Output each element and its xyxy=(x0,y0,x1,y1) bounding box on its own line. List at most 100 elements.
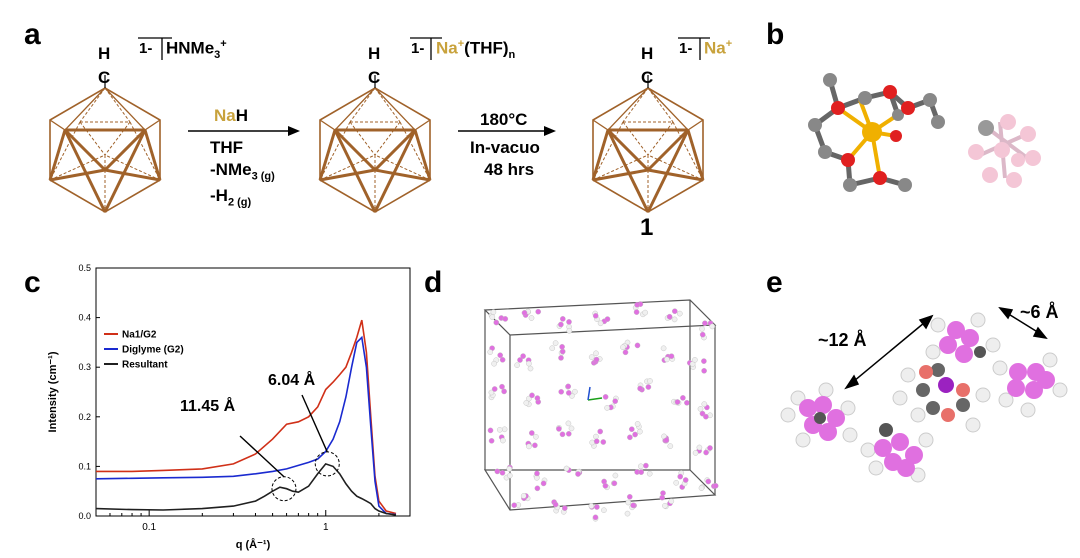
mol3-h-label: H xyxy=(641,44,654,63)
molecule-cluster xyxy=(525,430,539,450)
molecule-cluster xyxy=(551,499,568,515)
molecule-cluster xyxy=(563,465,583,477)
molecule-cluster xyxy=(588,503,607,522)
na-diglyme-complex xyxy=(892,363,991,433)
carborane-cluster-left xyxy=(780,382,858,448)
y-tick-label: 0.5 xyxy=(78,263,91,273)
mol2-h-label: H xyxy=(368,44,381,63)
pointer-line-11-45 xyxy=(239,435,285,478)
carbon-atom xyxy=(808,118,822,132)
molecule-cluster xyxy=(514,353,534,372)
carbon-atom xyxy=(931,115,945,129)
carborane-cage-1 xyxy=(48,75,162,214)
molecule-cluster xyxy=(660,345,676,363)
pointer-line-6-04 xyxy=(301,394,328,453)
y-tick-label: 0.3 xyxy=(78,362,91,372)
molecule-cluster xyxy=(686,357,707,374)
molecule-cluster xyxy=(627,421,643,441)
panel-label-a: a xyxy=(24,18,41,51)
molecule-cluster xyxy=(556,316,573,334)
distance-label-12: ~12 Å xyxy=(818,330,867,350)
boron-atom xyxy=(994,142,1010,158)
oxygen-atom xyxy=(841,153,855,167)
mol2-c-label: C xyxy=(368,68,381,87)
oxygen-atom xyxy=(890,130,902,142)
x-tick-label: 1 xyxy=(323,522,329,533)
chart-series: Na1/G2 Diglyme (G2) Resultant xyxy=(95,319,397,516)
step2-temperature: 180°C xyxy=(480,110,528,129)
panel-b-structure xyxy=(808,73,1041,192)
box-edges xyxy=(483,299,717,511)
molecule-cluster xyxy=(549,340,566,361)
molecule-clusters xyxy=(487,301,719,522)
carborane-cage-2 xyxy=(318,75,432,214)
legend-label: Na1/G2 xyxy=(122,330,157,341)
carborane-cluster-middle xyxy=(860,423,934,483)
molecule-cluster xyxy=(521,308,541,321)
molecule-cluster xyxy=(533,470,548,492)
boron-atom xyxy=(1000,114,1016,130)
panel-e-structure xyxy=(780,306,1068,483)
molecule-cluster xyxy=(671,395,690,406)
carbon-atom xyxy=(858,91,872,105)
molecule-cluster xyxy=(673,470,689,490)
carbon-atom xyxy=(818,145,832,159)
molecule-cluster xyxy=(664,308,683,323)
molecule-cluster xyxy=(620,339,641,356)
carborane-cage-3 xyxy=(591,75,705,214)
boron-atom xyxy=(968,144,984,160)
carborane-cluster xyxy=(968,114,1041,188)
molecule-cluster xyxy=(558,383,578,399)
molecule-cluster xyxy=(697,401,713,420)
step2-condition: In-vacuo xyxy=(470,138,540,157)
step1-byproduct-2: -H2 (g) xyxy=(210,186,252,209)
molecule-cluster xyxy=(511,493,531,508)
molecule-cluster xyxy=(588,350,603,366)
sodium-atom xyxy=(862,122,882,142)
molecule-cluster xyxy=(698,477,719,491)
panel-a-scheme xyxy=(48,37,710,214)
molecule-cluster xyxy=(632,301,648,318)
molecule-cluster xyxy=(488,309,509,326)
chart-axes: 0.0 0.1 0.2 0.3 0.4 0.5 0.1 1 q (Å⁻¹) Intensity (… xyxy=(47,263,411,551)
carbon-atom xyxy=(823,73,837,87)
distance-label-6: ~6 Å xyxy=(1020,302,1059,322)
boron-atom xyxy=(1025,150,1041,166)
peak-annotation-6-04: 6.04 Å xyxy=(268,372,316,389)
mol1-counter-ion: HNMe3+ xyxy=(166,38,227,62)
oxygen-atom xyxy=(873,171,887,185)
x-axis-label: q (Å⁻¹) xyxy=(236,538,271,551)
mol3-counter-ion: Na+ xyxy=(704,38,733,58)
series-line-resultant xyxy=(95,462,397,516)
oxygen-atom xyxy=(883,85,897,99)
step2-time: 48 hrs xyxy=(484,160,535,179)
molecule-cluster xyxy=(487,426,508,444)
series-line-diglyme-g2- xyxy=(95,335,397,516)
boron-atom xyxy=(1006,172,1022,188)
y-tick-label: 0.1 xyxy=(78,461,91,471)
step1-byproduct-1: -NMe3 (g) xyxy=(210,160,275,183)
molecule-cluster xyxy=(487,345,506,367)
carbon-atom xyxy=(923,93,937,107)
step1-reagent: NaH xyxy=(214,106,249,125)
peak-annotation-11-45: 11.45 Å xyxy=(180,398,236,415)
panel-label-c: c xyxy=(24,266,41,299)
molecule-cluster xyxy=(659,490,675,510)
mol1-charge: 1- xyxy=(139,40,153,57)
distance-arrow-6 xyxy=(998,306,1048,340)
molecule-cluster xyxy=(637,378,653,393)
mol2-charge: 1- xyxy=(411,40,425,57)
molecule-cluster xyxy=(592,310,611,327)
mol2-counter-ion: Na+(THF)n xyxy=(436,38,516,62)
mol1-c-label: C xyxy=(98,68,111,87)
carbon-atom xyxy=(843,178,857,192)
y-tick-label: 0.4 xyxy=(78,313,91,323)
molecule-cluster xyxy=(624,493,637,517)
oxygen-atom xyxy=(831,101,845,115)
molecule-cluster xyxy=(661,433,674,449)
y-axis-label: Intensity (cm⁻¹) xyxy=(47,351,59,432)
molecule-cluster xyxy=(699,320,716,341)
carbon-atom xyxy=(898,178,912,192)
oxygen-atom xyxy=(901,101,915,115)
plot-frame xyxy=(95,267,411,517)
